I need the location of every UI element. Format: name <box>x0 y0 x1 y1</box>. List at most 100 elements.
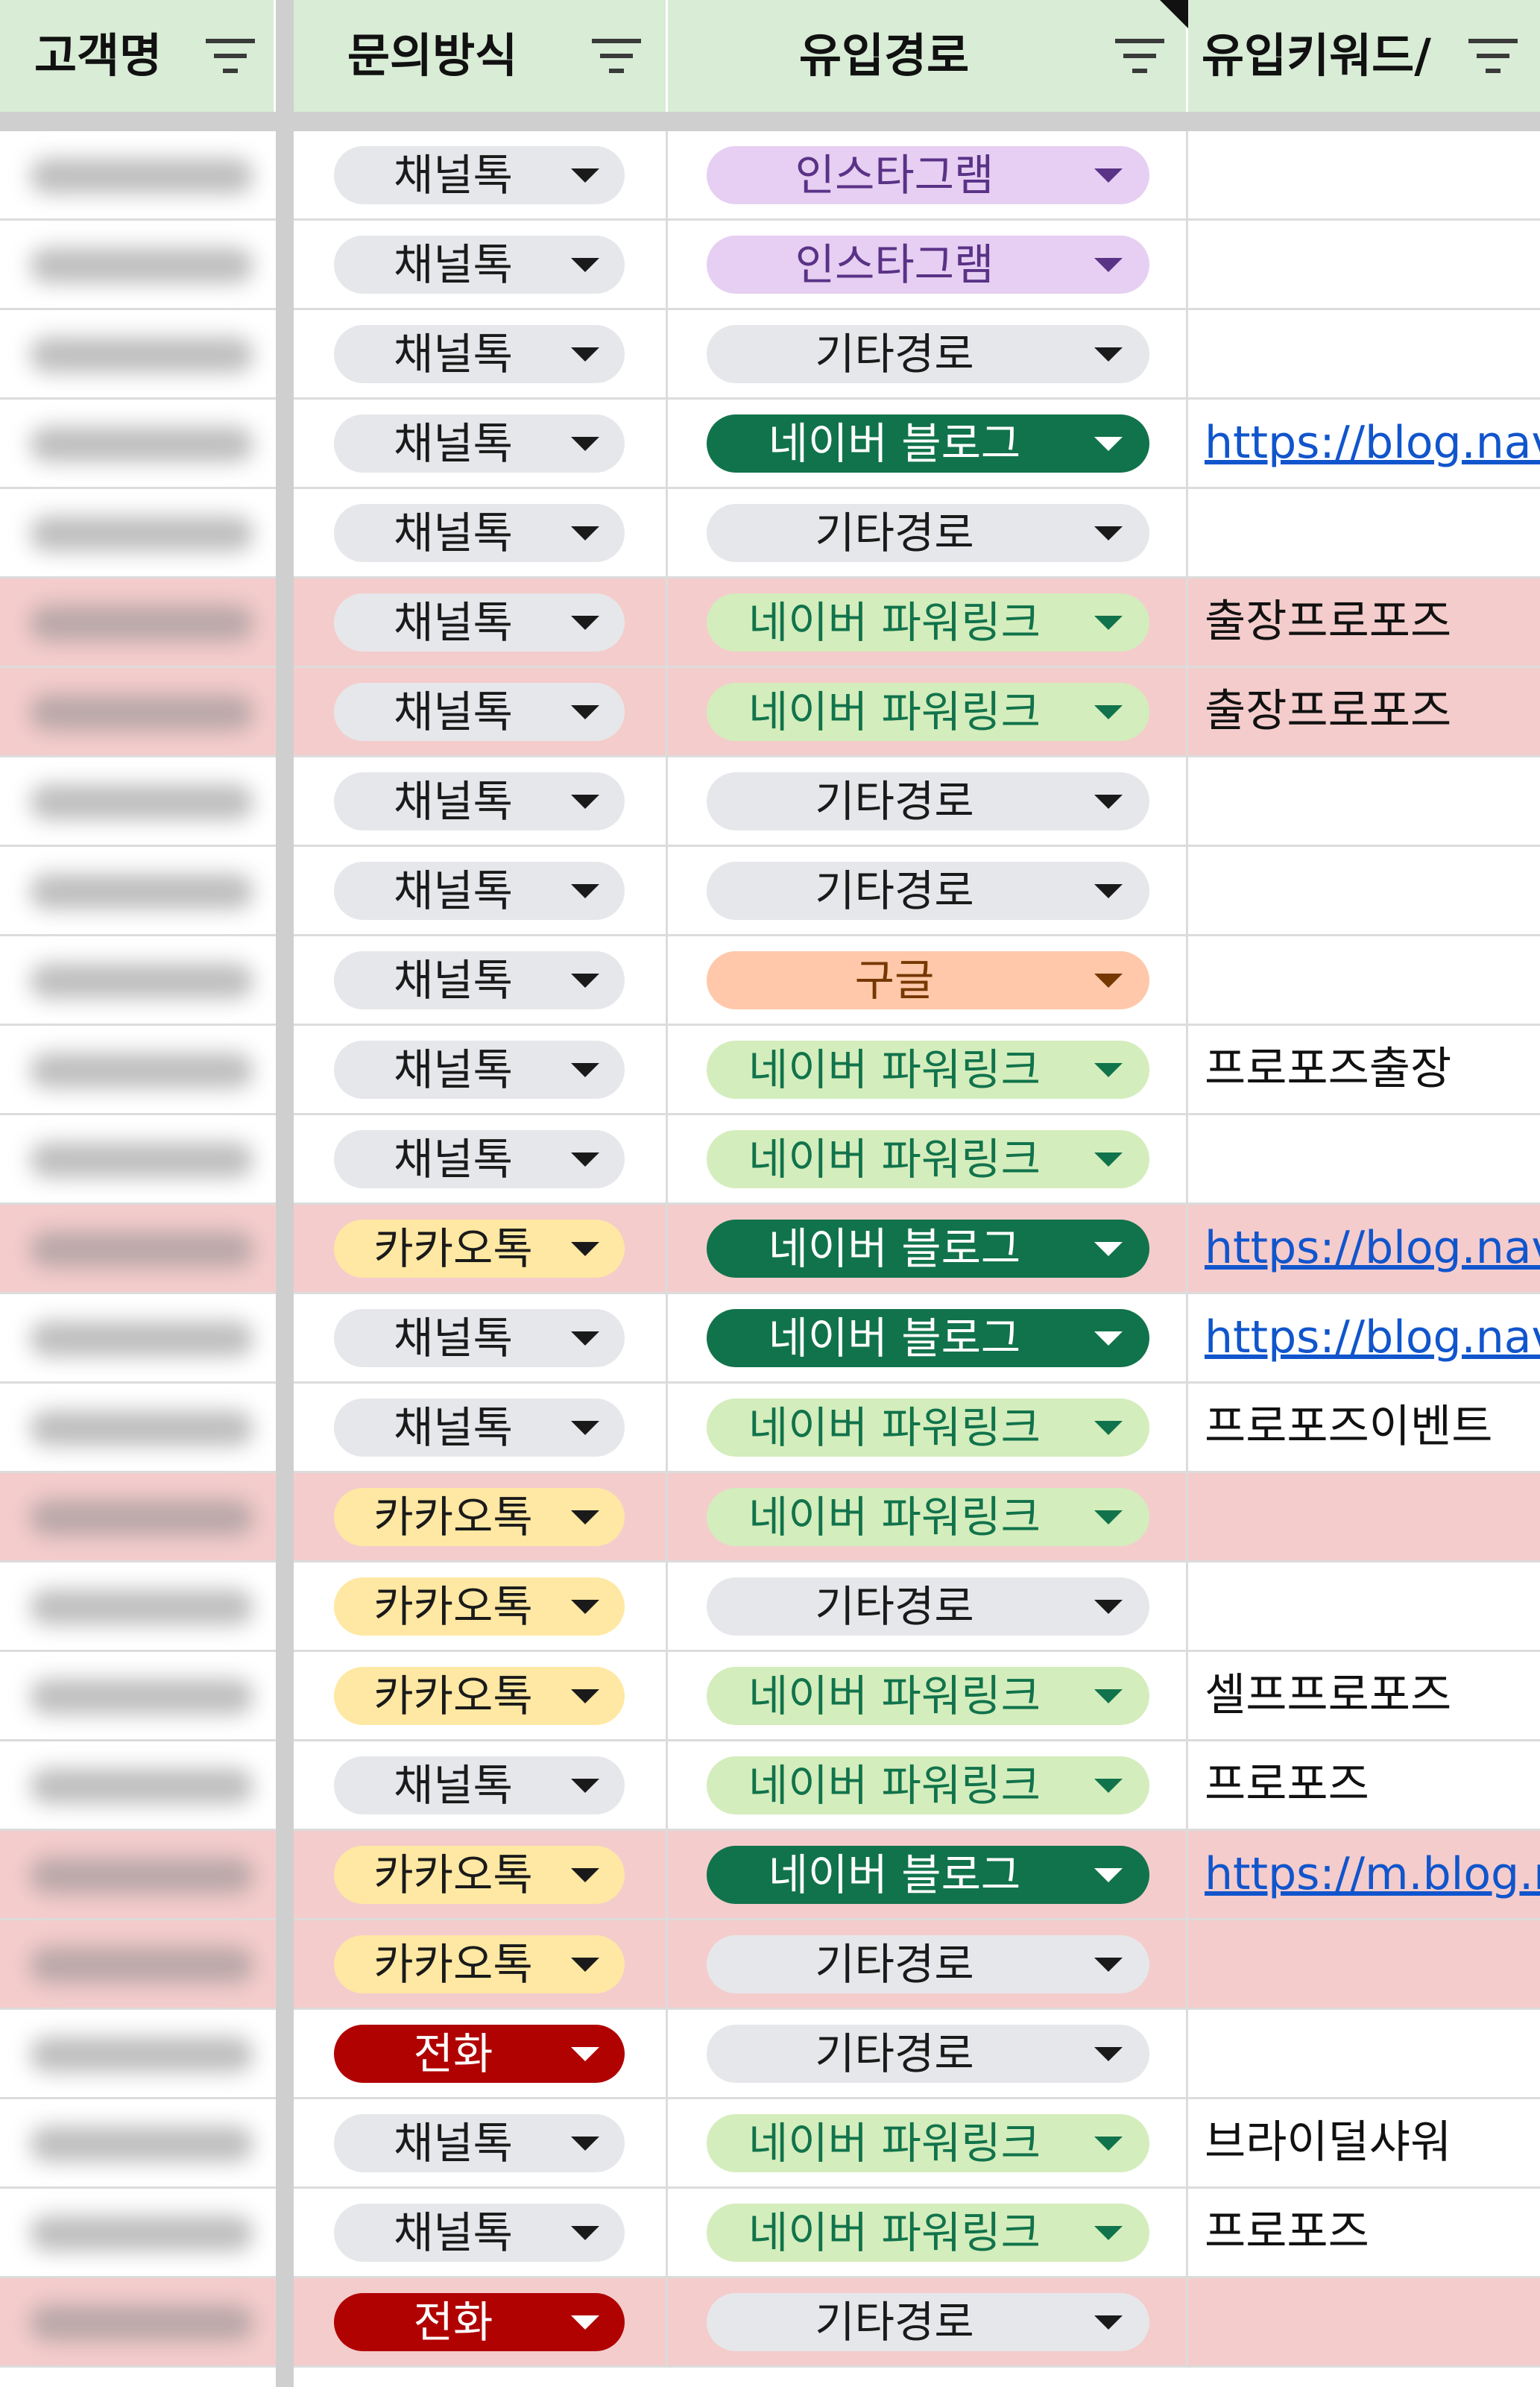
inflow-keyword-cell[interactable]: https://blog.nav <box>1188 400 1540 487</box>
dropdown-arrow-icon[interactable] <box>571 1958 599 1972</box>
dropdown-arrow-icon[interactable] <box>571 1868 599 1882</box>
inflow-keyword-cell[interactable] <box>1188 131 1540 218</box>
customer-name-cell[interactable] <box>0 1294 276 1381</box>
dropdown-arrow-icon[interactable] <box>571 2137 599 2151</box>
dropdown-arrow-icon[interactable] <box>571 1063 599 1077</box>
inflow-source-dropdown[interactable]: 네이버 파워링크 <box>707 2204 1149 2262</box>
dropdown-arrow-icon[interactable] <box>1094 1152 1123 1167</box>
inquiry-method-cell[interactable]: 채널톡 <box>294 2099 668 2186</box>
inquiry-method-cell[interactable]: 전화 <box>294 2010 668 2097</box>
filter-icon[interactable] <box>206 39 255 73</box>
header-inquiry-method[interactable]: 문의방식 <box>294 0 668 112</box>
dropdown-arrow-icon[interactable] <box>1094 2137 1123 2151</box>
customer-name-cell[interactable] <box>0 1384 276 1471</box>
inflow-source-dropdown[interactable]: 네이버 파워링크 <box>707 1756 1149 1814</box>
inflow-keyword-cell[interactable]: 출장프로포즈 <box>1188 668 1540 755</box>
dropdown-arrow-icon[interactable] <box>1094 1242 1123 1256</box>
inflow-source-cell[interactable]: 인스타그램 <box>668 221 1188 308</box>
table-row[interactable]: 채널톡 인스타그램 <box>0 131 1540 221</box>
dropdown-arrow-icon[interactable] <box>571 1242 599 1256</box>
dropdown-arrow-icon[interactable] <box>571 1331 599 1346</box>
inflow-source-cell[interactable]: 기타경로 <box>668 847 1188 934</box>
customer-name-cell[interactable] <box>0 1652 276 1739</box>
inquiry-method-cell[interactable]: 채널톡 <box>294 1294 668 1381</box>
table-row[interactable]: 카카오톡 기타경로 <box>0 1563 1540 1652</box>
dropdown-arrow-icon[interactable] <box>1094 168 1123 183</box>
table-row[interactable]: 채널톡 인스타그램 <box>0 221 1540 310</box>
inquiry-method-dropdown[interactable]: 채널톡 <box>334 1399 625 1457</box>
inquiry-method-dropdown[interactable]: 채널톡 <box>334 593 625 652</box>
table-row[interactable]: 채널톡 구글 <box>0 936 1540 1026</box>
table-row[interactable]: 카카오톡 기타경로 <box>0 1920 1540 2010</box>
inquiry-method-dropdown[interactable]: 채널톡 <box>334 1130 625 1188</box>
table-row[interactable]: 카카오톡 네이버 블로그 https://m.blog.r <box>0 1831 1540 1920</box>
customer-name-cell[interactable] <box>0 1741 276 1829</box>
inflow-source-dropdown[interactable]: 기타경로 <box>707 2025 1149 2083</box>
table-row[interactable]: 채널톡 네이버 파워링크 출장프로포즈 <box>0 578 1540 668</box>
dropdown-arrow-icon[interactable] <box>571 1779 599 1793</box>
inflow-source-cell[interactable]: 네이버 파워링크 <box>668 1473 1188 1560</box>
inflow-source-dropdown[interactable]: 네이버 블로그 <box>707 1220 1149 1278</box>
keyword-link[interactable]: https://blog.nav <box>1205 1222 1540 1274</box>
dropdown-arrow-icon[interactable] <box>571 437 599 451</box>
table-row[interactable]: 채널톡 네이버 파워링크 프로포즈이벤트 <box>0 1384 1540 1473</box>
inquiry-method-cell[interactable]: 카카오톡 <box>294 1473 668 1560</box>
customer-name-cell[interactable] <box>0 578 276 666</box>
inflow-source-cell[interactable]: 네이버 블로그 <box>668 1205 1188 1292</box>
dropdown-arrow-icon[interactable] <box>571 705 599 719</box>
customer-name-cell[interactable] <box>0 1563 276 1650</box>
inflow-source-cell[interactable]: 네이버 파워링크 <box>668 2099 1188 2186</box>
dropdown-arrow-icon[interactable] <box>571 1421 599 1435</box>
inquiry-method-cell[interactable]: 채널톡 <box>294 1026 668 1113</box>
inflow-source-cell[interactable]: 네이버 파워링크 <box>668 668 1188 755</box>
inflow-keyword-cell[interactable] <box>1188 2278 1540 2365</box>
dropdown-arrow-icon[interactable] <box>1094 2047 1123 2061</box>
dropdown-arrow-icon[interactable] <box>1094 526 1123 540</box>
table-row[interactable]: 전화 기타경로 <box>0 2010 1540 2099</box>
inflow-source-dropdown[interactable]: 네이버 파워링크 <box>707 1399 1149 1457</box>
customer-name-cell[interactable] <box>0 2010 276 2097</box>
dropdown-arrow-icon[interactable] <box>571 616 599 630</box>
dropdown-arrow-icon[interactable] <box>1094 705 1123 719</box>
frozen-row-divider[interactable] <box>0 112 1540 131</box>
inflow-keyword-cell[interactable] <box>1188 489 1540 576</box>
inflow-keyword-cell[interactable] <box>1188 1473 1540 1560</box>
inflow-source-cell[interactable]: 네이버 파워링크 <box>668 1741 1188 1829</box>
inquiry-method-dropdown[interactable]: 채널톡 <box>334 2114 625 2172</box>
table-row[interactable]: 채널톡 네이버 블로그 https://blog.nav <box>0 400 1540 489</box>
customer-name-cell[interactable] <box>0 1026 276 1113</box>
keyword-link[interactable]: https://m.blog.r <box>1205 1848 1540 1900</box>
inflow-source-cell[interactable]: 네이버 파워링크 <box>668 1384 1188 1471</box>
dropdown-arrow-icon[interactable] <box>571 1689 599 1703</box>
dropdown-arrow-icon[interactable] <box>1094 2226 1123 2240</box>
inquiry-method-dropdown[interactable]: 카카오톡 <box>334 1220 625 1278</box>
inflow-source-dropdown[interactable]: 기타경로 <box>707 772 1149 830</box>
inflow-keyword-cell[interactable]: 셀프프로포즈 <box>1188 1652 1540 1739</box>
customer-name-cell[interactable] <box>0 1831 276 1918</box>
dropdown-arrow-icon[interactable] <box>571 347 599 362</box>
inquiry-method-dropdown[interactable]: 채널톡 <box>334 414 625 473</box>
inquiry-method-dropdown[interactable]: 채널톡 <box>334 683 625 741</box>
dropdown-arrow-icon[interactable] <box>571 1600 599 1614</box>
dropdown-arrow-icon[interactable] <box>571 2047 599 2061</box>
dropdown-arrow-icon[interactable] <box>1094 437 1123 451</box>
inflow-keyword-cell[interactable] <box>1188 310 1540 397</box>
dropdown-arrow-icon[interactable] <box>1094 1600 1123 1614</box>
inquiry-method-dropdown[interactable]: 채널톡 <box>334 1309 625 1367</box>
keyword-link[interactable]: https://blog.nav <box>1205 1311 1540 1363</box>
dropdown-arrow-icon[interactable] <box>1094 1779 1123 1793</box>
inflow-keyword-cell[interactable]: 프로포즈 <box>1188 2189 1540 2276</box>
customer-name-cell[interactable] <box>0 847 276 934</box>
customer-name-cell[interactable] <box>0 1205 276 1292</box>
dropdown-arrow-icon[interactable] <box>1094 1510 1123 1524</box>
table-row[interactable]: 채널톡 네이버 파워링크 출장프로포즈 <box>0 668 1540 757</box>
inquiry-method-dropdown[interactable]: 채널톡 <box>334 862 625 920</box>
inflow-keyword-cell[interactable]: 프로포즈이벤트 <box>1188 1384 1540 1471</box>
inflow-keyword-cell[interactable] <box>1188 2010 1540 2097</box>
inquiry-method-dropdown[interactable]: 전화 <box>334 2025 625 2083</box>
inquiry-method-dropdown[interactable]: 채널톡 <box>334 236 625 294</box>
customer-name-cell[interactable] <box>0 757 276 845</box>
table-row[interactable]: 채널톡 기타경로 <box>0 847 1540 936</box>
dropdown-arrow-icon[interactable] <box>1094 347 1123 362</box>
keyword-link[interactable]: https://blog.nav <box>1205 417 1540 469</box>
